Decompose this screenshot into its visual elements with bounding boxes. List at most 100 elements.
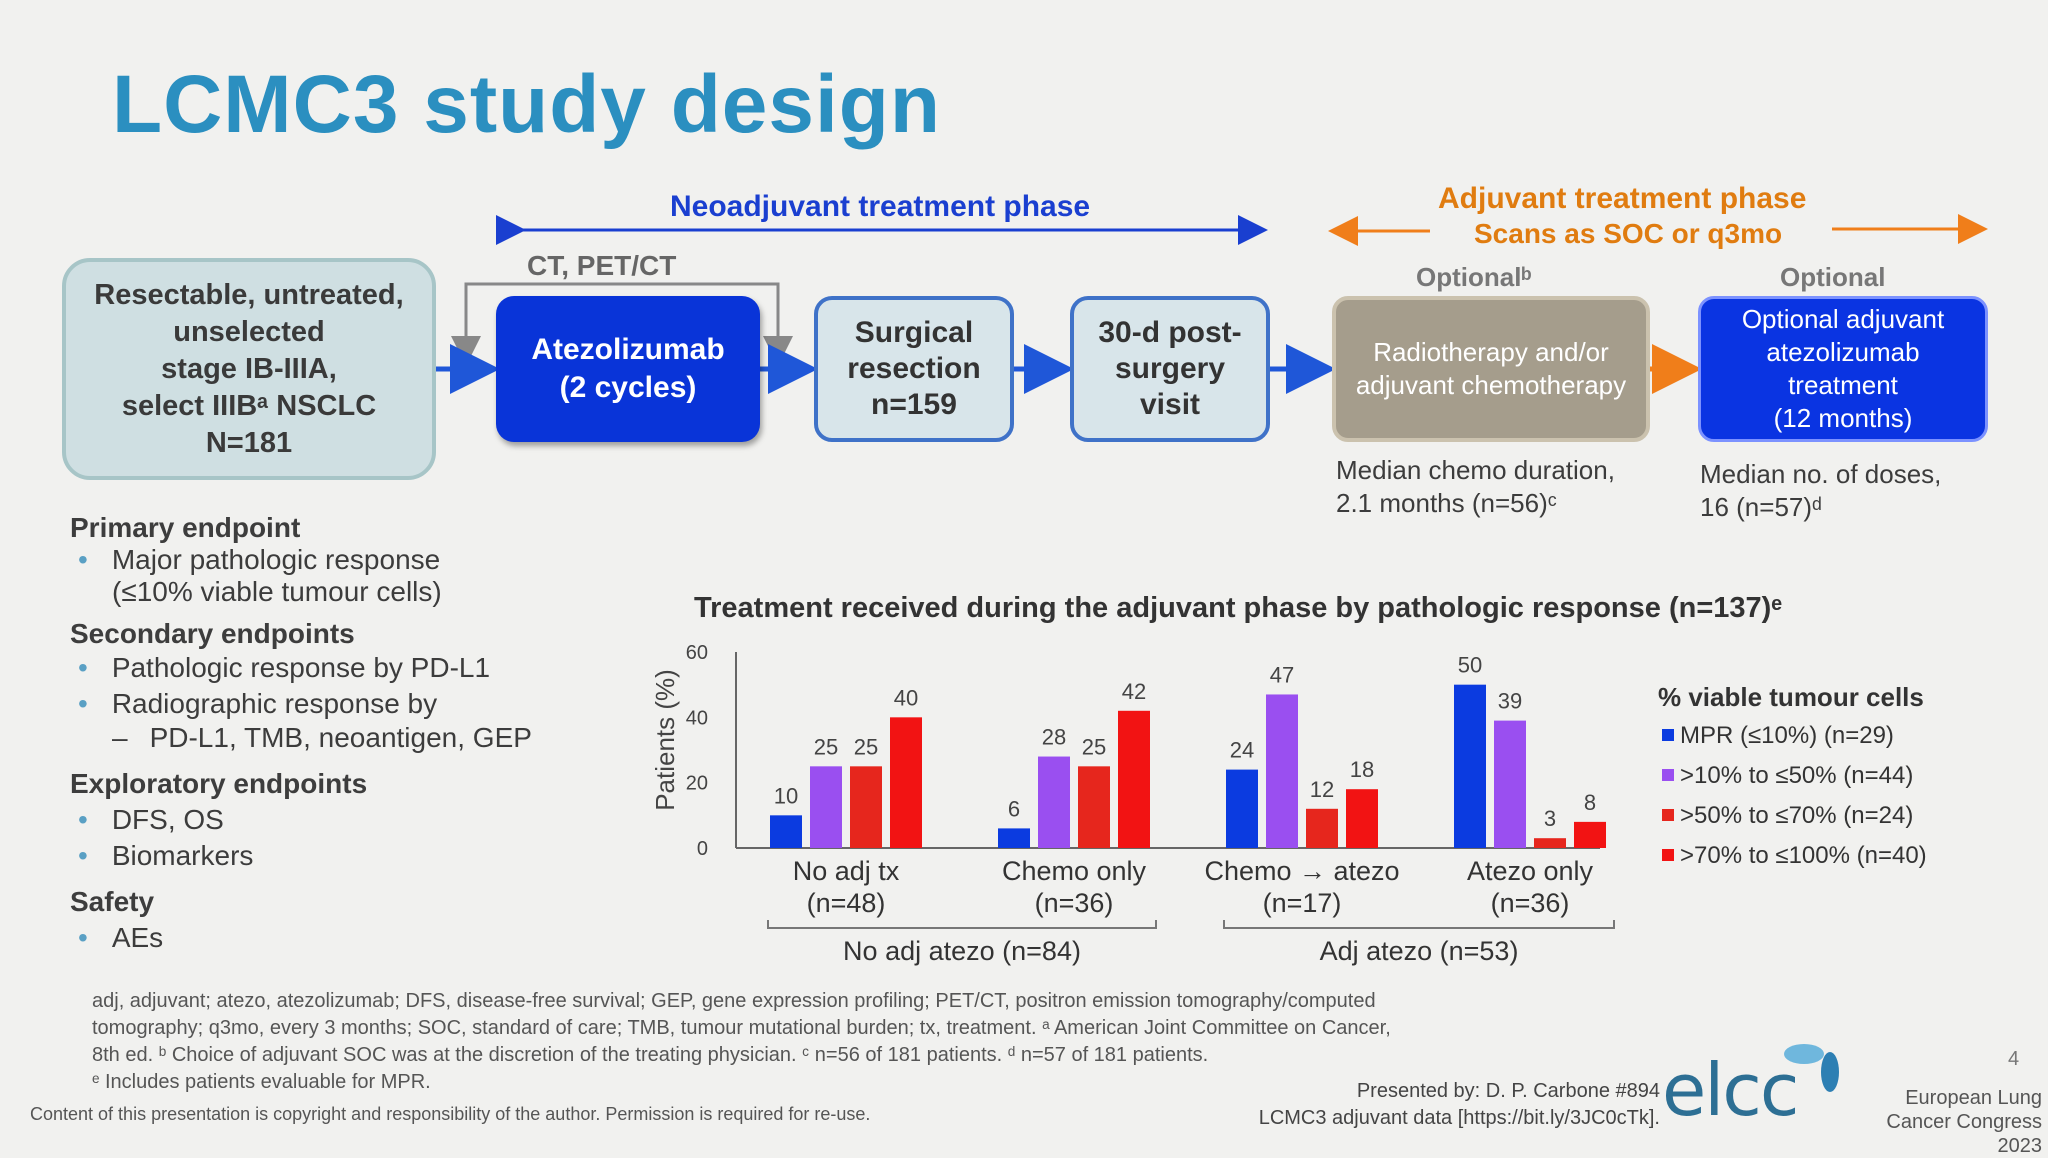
legend-label: >50% to ≤70% (n=24): [1680, 802, 1914, 829]
optional-b-label: Optionalᵇ: [1416, 262, 1532, 292]
endpoint-item: • AEs: [78, 922, 163, 954]
bar-value-label: 25: [814, 734, 838, 759]
bullet-icon: •: [78, 804, 88, 835]
bar-value-label: 24: [1230, 738, 1254, 763]
primary-endpoint-title: Primary endpoint: [70, 512, 301, 543]
surgical-line: n=159: [871, 388, 957, 421]
category-n-label: (n=48): [807, 888, 886, 918]
category-label: No adj tx: [793, 856, 900, 886]
bar: [1346, 789, 1378, 848]
endpoint-item: • Radiographic response by: [78, 688, 437, 720]
bar: [1038, 756, 1070, 848]
footnotes: adj, adjuvant; atezo, atezolizumab; DFS,…: [92, 988, 1602, 1096]
endpoint-text: Pathologic response by PD-L1: [111, 652, 491, 683]
endpoint-text: Radiographic response by: [111, 688, 438, 719]
category-label: Atezo only: [1467, 856, 1594, 886]
group-bracket: [1223, 920, 1615, 929]
y-tick-label: 40: [686, 707, 708, 729]
page-number: 4: [2008, 1048, 2020, 1070]
legend-swatch: [1662, 808, 1674, 821]
bullet-icon: •: [78, 840, 88, 871]
y-tick-label: 0: [697, 838, 708, 860]
eligibility-line: stage IB-IIIA,: [161, 352, 337, 385]
endpoint-item: • Pathologic response by PD-L1: [78, 652, 490, 684]
chemo-note-line: Median chemo duration,: [1336, 455, 1615, 485]
elcc-logo: elcc: [1662, 1048, 1799, 1132]
surgical-resection-box: Surgical resection n=159: [814, 296, 1014, 442]
bullet-icon: •: [78, 652, 88, 683]
legend-swatch: [1662, 848, 1674, 861]
bar: [1454, 684, 1486, 848]
bar: [1306, 808, 1338, 848]
category-n-label: (n=36): [1035, 888, 1114, 918]
bar: [810, 766, 842, 848]
doses-note-line: Median no. of doses,: [1700, 459, 1942, 489]
endpoint-item: • Biomarkers: [78, 840, 253, 872]
adjuvant-phase-label: Adjuvant treatment phase: [1438, 182, 1807, 215]
post-line: 30-d post-: [1098, 316, 1242, 349]
chemo-note-line: 2.1 months (n=56)ᶜ: [1336, 488, 1557, 518]
optadj-line: (12 months): [1773, 403, 1913, 433]
congress-name: European Lung Cancer Congress 2023: [1838, 1086, 2042, 1158]
bar-value-label: 25: [1082, 734, 1106, 759]
secondary-endpoints-title: Secondary endpoints: [70, 618, 355, 649]
legend-swatch: [1662, 728, 1674, 741]
category-label: Chemo only: [1002, 856, 1147, 886]
bar-value-label: 50: [1458, 653, 1482, 678]
atezo-line: (2 cycles): [559, 371, 697, 404]
group-bracket: [767, 920, 1157, 929]
congress-line: European Lung: [1905, 1087, 2042, 1109]
exploratory-endpoints-title: Exploratory endpoints: [70, 768, 368, 799]
eligibility-line: select IIIBᵃ NSCLC: [121, 389, 377, 422]
post-surgery-visit-box: 30-d post- surgery visit: [1070, 296, 1270, 442]
category-label: Chemo → atezo: [1204, 856, 1399, 886]
surgical-line: Surgical: [854, 316, 974, 349]
endpoint-item: (≤10% viable tumour cells): [112, 576, 442, 608]
ct-bracket: [464, 282, 780, 360]
eligibility-line: unselected: [173, 315, 325, 348]
legend-label: >70% to ≤100% (n=40): [1680, 842, 1927, 869]
radio-line: Radiotherapy and/or: [1373, 337, 1609, 367]
legend-item: >50% to ≤70% (n=24): [1662, 802, 1913, 830]
bar-value-label: 18: [1350, 757, 1374, 782]
legend-label: MPR (≤10%) (n=29): [1680, 722, 1894, 749]
bar: [890, 717, 922, 848]
bar-value-label: 42: [1122, 679, 1146, 704]
doses-note-line: 16 (n=57)ᵈ: [1700, 492, 1822, 522]
footnote-line: 8th ed. ᵇ Choice of adjuvant SOC was at …: [92, 1044, 1209, 1066]
legend-title: % viable tumour cells: [1658, 682, 1924, 712]
radiotherapy-chemo-box: Radiotherapy and/or adjuvant chemotherap…: [1332, 296, 1650, 442]
dash-icon: –: [112, 722, 128, 753]
atezolizumab-box: Atezolizumab (2 cycles): [496, 296, 760, 442]
bar-value-label: 6: [1008, 796, 1020, 821]
adjuvant-scans-label: Scans as SOC or q3mo: [1474, 218, 1783, 249]
copyright-notice: Content of this presentation is copyrigh…: [30, 1104, 871, 1124]
presented-line: LCMC3 adjuvant data [https://bit.ly/3JC0…: [1258, 1107, 1660, 1129]
safety-title: Safety: [70, 886, 155, 917]
optadj-line: Optional adjuvant: [1741, 304, 1945, 334]
category-n-label: (n=17): [1263, 888, 1342, 918]
optadj-line: treatment: [1788, 370, 1898, 400]
y-tick-label: 20: [686, 773, 708, 795]
y-axis-label: Patients (%): [650, 669, 680, 811]
surgical-line: resection: [847, 352, 981, 385]
bar-value-label: 12: [1310, 777, 1334, 802]
footnote-line: adj, adjuvant; atezo, atezolizumab; DFS,…: [92, 990, 1376, 1012]
page-title: LCMC3 study design: [112, 59, 941, 150]
legend-item: >10% to ≤50% (n=44): [1662, 762, 1913, 790]
endpoint-subitem: – PD-L1, TMB, neoantigen, GEP: [112, 722, 532, 754]
bar: [850, 766, 882, 848]
bar-value-label: 28: [1042, 725, 1066, 750]
post-line: surgery: [1114, 352, 1226, 385]
endpoint-item: • Major pathologic response: [78, 544, 440, 576]
eligibility-line: Resectable, untreated,: [94, 278, 404, 311]
legend-item: >70% to ≤100% (n=40): [1662, 842, 1927, 870]
footnote-line: ᵉ Includes patients evaluable for MPR.: [92, 1071, 431, 1093]
congress-line: Cancer Congress 2023: [1886, 1111, 2042, 1157]
legend-swatch: [1662, 768, 1674, 781]
endpoint-text: DFS, OS: [111, 804, 224, 835]
presented-by: Presented by: D. P. Carbone #894 LCMC3 a…: [1206, 1078, 1660, 1132]
bar-value-label: 3: [1544, 806, 1556, 831]
post-line: visit: [1139, 388, 1201, 421]
